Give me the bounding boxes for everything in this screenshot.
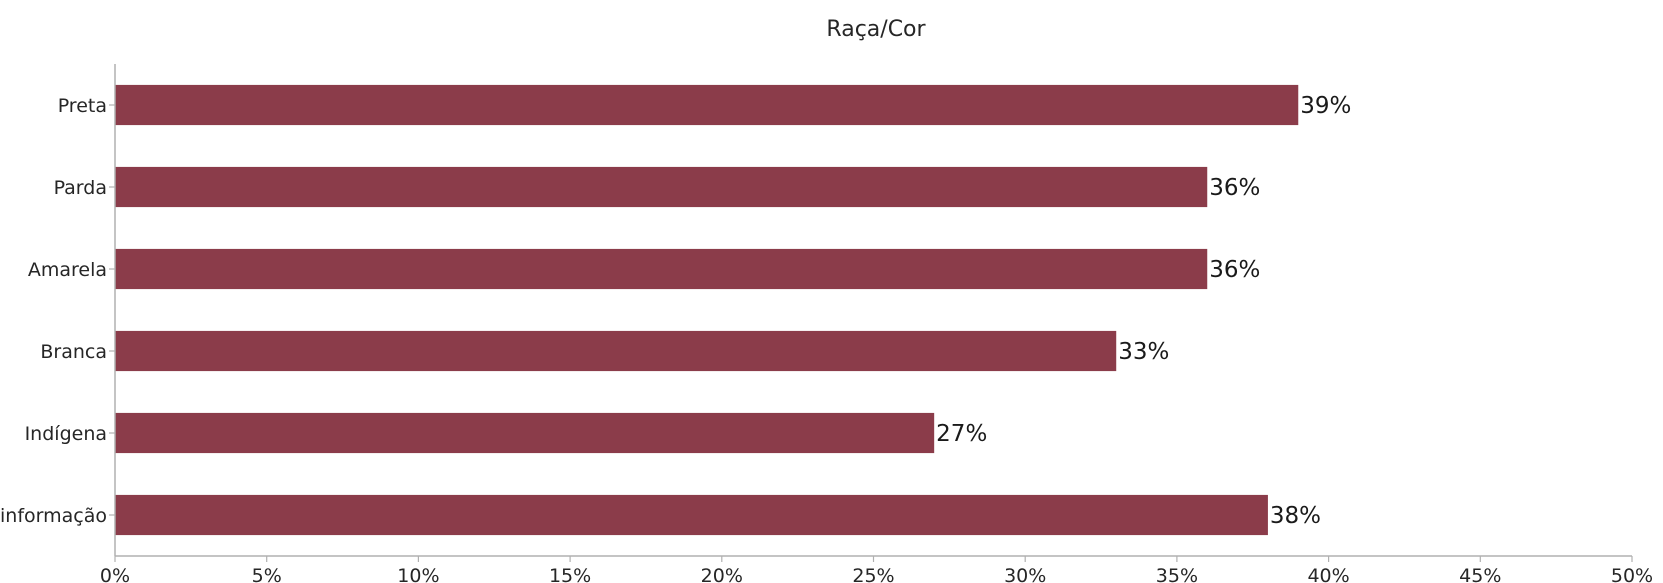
- bar-value-label: 36%: [1209, 175, 1260, 201]
- bar-value-label: 33%: [1118, 339, 1169, 365]
- bar-value-label: 39%: [1300, 93, 1351, 119]
- x-tick-label: 0%: [100, 565, 130, 583]
- bar: [115, 330, 1117, 372]
- y-ticks-group: Preta Parda Amarela Branca Indígena Sem infor…: [0, 95, 115, 527]
- category-label: Parda: [54, 177, 107, 199]
- bar-value-label: 38%: [1270, 503, 1321, 529]
- x-tick-label: 10%: [397, 565, 439, 583]
- category-label: Branca: [40, 341, 107, 363]
- bar: [115, 412, 935, 454]
- bar: [115, 166, 1208, 208]
- category-label: Indígena: [25, 423, 107, 445]
- bar: [115, 248, 1208, 290]
- x-ticks-group: 0% 5% 10% 15% 20% 25% 30% 35% 40% 45% 50%: [100, 556, 1653, 583]
- x-tick-label: 45%: [1459, 565, 1501, 583]
- bars-group: [115, 84, 1299, 536]
- bar: [115, 84, 1299, 126]
- bar: [115, 494, 1268, 536]
- x-tick-label: 20%: [701, 565, 743, 583]
- x-tick-label: 25%: [852, 565, 894, 583]
- x-tick-label: 30%: [1004, 565, 1046, 583]
- category-label: Preta: [58, 95, 107, 117]
- x-tick-label: 5%: [252, 565, 282, 583]
- chart-title: Raça/Cor: [826, 17, 926, 42]
- bar-value-label: 36%: [1209, 257, 1260, 283]
- x-tick-label: 35%: [1156, 565, 1198, 583]
- x-tick-label: 40%: [1307, 565, 1349, 583]
- x-tick-label: 50%: [1611, 565, 1653, 583]
- category-label: Sem informação: [0, 505, 107, 527]
- bar-value-label: 27%: [936, 421, 987, 447]
- value-labels-group: 39% 36% 36% 33% 27% 38%: [936, 93, 1351, 529]
- x-tick-label: 15%: [549, 565, 591, 583]
- category-label: Amarela: [28, 259, 107, 281]
